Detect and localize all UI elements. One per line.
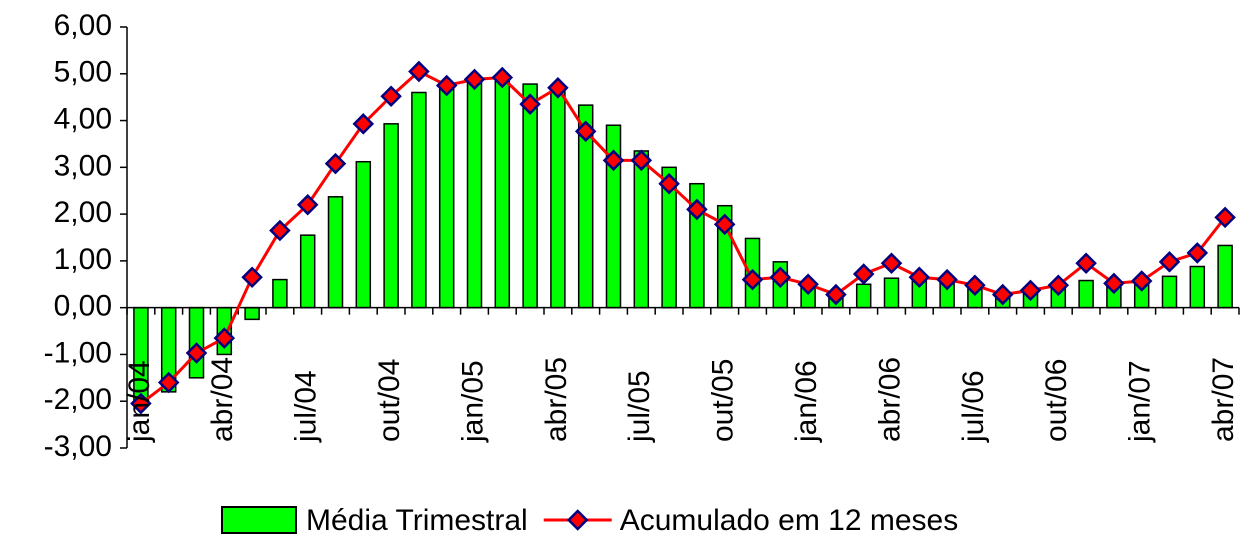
- x-tick-label: out/06: [1040, 359, 1073, 442]
- y-tick-label: 5,00: [54, 56, 112, 89]
- bar: [1161, 275, 1178, 309]
- marker: [463, 68, 486, 91]
- bar: [522, 83, 538, 309]
- bar: [244, 306, 260, 321]
- x-tick-label: abr/06: [873, 357, 906, 442]
- x-tick-label: jan/04: [123, 360, 156, 443]
- marker: [630, 149, 653, 172]
- marker: [491, 66, 514, 89]
- bar: [1217, 244, 1233, 309]
- marker: [1214, 206, 1236, 229]
- bar: [633, 150, 650, 309]
- legend-marker: [566, 509, 589, 531]
- x-tick-label: jan/07: [1124, 360, 1157, 443]
- marker: [713, 213, 736, 236]
- marker: [130, 392, 152, 415]
- marker: [185, 342, 208, 364]
- marker: [1047, 274, 1070, 296]
- marker: [936, 268, 958, 291]
- legend-label: Acumulado em 12 meses: [620, 504, 959, 537]
- y-tick-label: 2,00: [54, 196, 112, 229]
- marker: [602, 149, 625, 172]
- x-tick-label: jul/06: [957, 370, 990, 443]
- x-tick-label: jul/04: [290, 370, 323, 443]
- x-tick-label: out/05: [707, 359, 740, 442]
- bar: [855, 283, 872, 309]
- bar: [438, 82, 455, 309]
- y-tick-label: 0,00: [54, 290, 112, 323]
- legend-label: Média Trimestral: [306, 504, 528, 537]
- marker: [991, 283, 1014, 306]
- marker: [296, 193, 319, 216]
- marker: [1130, 270, 1153, 292]
- bar: [1189, 265, 1206, 309]
- y-tick-label: 1,00: [54, 243, 112, 276]
- marker: [741, 268, 764, 291]
- marker: [769, 266, 792, 289]
- legend-swatch: [221, 506, 297, 534]
- bar: [1078, 279, 1094, 309]
- marker: [1186, 242, 1209, 264]
- marker: [880, 252, 903, 274]
- marker: [241, 266, 263, 289]
- bar: [550, 87, 566, 309]
- bar: [883, 277, 900, 309]
- bar: [355, 160, 372, 309]
- x-tick-label: jan/05: [456, 360, 489, 443]
- marker: [352, 113, 375, 135]
- bar: [494, 77, 511, 309]
- y-tick-label: 3,00: [54, 149, 112, 182]
- y-tick-label: -2,00: [44, 383, 112, 416]
- marker: [1103, 272, 1125, 295]
- bar: [272, 278, 288, 309]
- line: [139, 69, 1227, 405]
- marker: [825, 283, 847, 306]
- marker: [574, 120, 597, 143]
- bar: [327, 196, 344, 309]
- marker: [797, 273, 819, 296]
- marker: [964, 274, 986, 296]
- marker: [908, 266, 931, 289]
- marker: [658, 172, 680, 195]
- y-tick-label: 6,00: [54, 9, 112, 42]
- marker: [547, 77, 569, 99]
- x-tick-label: out/04: [373, 359, 406, 442]
- y-tick-label: -1,00: [44, 336, 112, 369]
- marker: [380, 85, 402, 107]
- marker: [852, 263, 875, 285]
- marker: [213, 327, 236, 349]
- x-tick-label: abr/04: [206, 357, 239, 442]
- x-tick-label: abr/07: [1207, 357, 1240, 442]
- bar: [383, 123, 399, 309]
- marker: [686, 198, 708, 221]
- bar: [466, 80, 483, 309]
- y-tick-label: 4,00: [54, 102, 112, 135]
- marker: [519, 93, 541, 115]
- marker: [1158, 251, 1181, 273]
- x-tick-label: jan/06: [790, 360, 823, 443]
- marker: [408, 60, 430, 83]
- bar: [299, 234, 316, 309]
- marker: [1019, 279, 1042, 302]
- x-tick-label: abr/05: [540, 357, 573, 442]
- marker: [324, 152, 347, 175]
- y-tick-label: -3,00: [44, 430, 112, 463]
- bar: [411, 91, 427, 309]
- x-tick-label: jul/05: [623, 370, 656, 443]
- marker: [1075, 252, 1097, 274]
- marker: [157, 371, 180, 394]
- marker: [269, 219, 291, 242]
- marker: [435, 74, 458, 97]
